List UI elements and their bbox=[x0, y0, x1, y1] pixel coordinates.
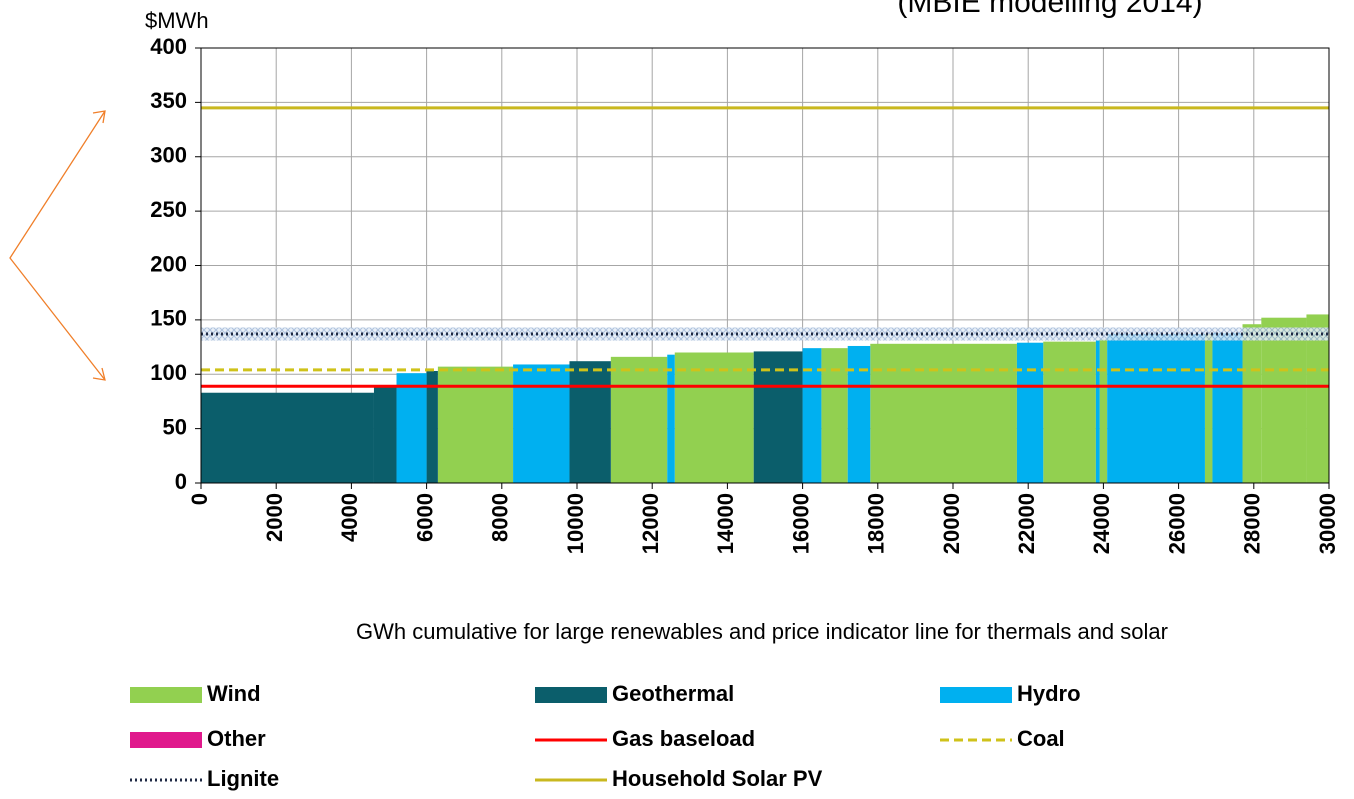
y-tick-label: 200 bbox=[150, 251, 187, 276]
legend-label: Geothermal bbox=[612, 681, 734, 706]
step-bar bbox=[870, 343, 1017, 483]
annotation-arrows bbox=[9, 110, 106, 381]
chart-title: (MBIE modelling 2014) bbox=[897, 0, 1202, 19]
x-tick-label: 4000 bbox=[337, 493, 362, 542]
x-tick-label: 10000 bbox=[563, 493, 588, 554]
legend-label: Hydro bbox=[1017, 681, 1081, 706]
y-tick-label: 100 bbox=[150, 360, 187, 385]
x-tick-label: 16000 bbox=[788, 493, 813, 554]
x-tick-label: 22000 bbox=[1014, 493, 1039, 554]
x-tick-label: 26000 bbox=[1164, 493, 1189, 554]
step-bar bbox=[373, 387, 397, 483]
x-tick-label: 2000 bbox=[262, 493, 287, 542]
step-bar bbox=[1204, 334, 1213, 483]
step-bar bbox=[1043, 341, 1096, 483]
x-tick-label: 18000 bbox=[864, 493, 889, 554]
x-axis-label: GWh cumulative for large renewables and … bbox=[356, 619, 1168, 644]
step-bar bbox=[569, 361, 611, 483]
y-tick-label: 250 bbox=[150, 197, 187, 222]
y-tick-label: 150 bbox=[150, 306, 187, 331]
x-tick-label: 6000 bbox=[412, 493, 437, 542]
step-bar bbox=[1095, 340, 1100, 483]
legend-label: Lignite bbox=[207, 766, 279, 791]
legend-label: Household Solar PV bbox=[612, 766, 823, 791]
step-bar bbox=[667, 354, 675, 483]
step-bar bbox=[847, 345, 871, 483]
x-tick-label: 24000 bbox=[1089, 493, 1114, 554]
legend-swatch bbox=[535, 687, 607, 703]
legend-label: Gas baseload bbox=[612, 726, 755, 751]
step-bar bbox=[821, 348, 848, 483]
legend-label: Other bbox=[207, 726, 266, 751]
step-bar bbox=[753, 351, 803, 483]
step-bar bbox=[1107, 334, 1205, 483]
legend-swatch bbox=[130, 732, 202, 748]
step-bar bbox=[513, 364, 570, 483]
legend-label: Wind bbox=[207, 681, 261, 706]
x-tick-label: 20000 bbox=[939, 493, 964, 554]
y-tick-label: 400 bbox=[150, 34, 187, 59]
plot-border bbox=[200, 47, 1330, 484]
step-bar bbox=[610, 356, 668, 483]
step-bar bbox=[674, 352, 754, 483]
y-tick-label: 50 bbox=[163, 414, 187, 439]
step-bar bbox=[1016, 342, 1044, 483]
legend-label: Coal bbox=[1017, 726, 1065, 751]
step-bar bbox=[1242, 324, 1262, 483]
legend-swatch bbox=[130, 687, 202, 703]
y-tick-label: 300 bbox=[150, 143, 187, 168]
step-bar bbox=[437, 366, 514, 483]
legend-swatch bbox=[940, 687, 1012, 703]
price-band bbox=[201, 327, 1329, 341]
x-tick-label: 0 bbox=[187, 493, 212, 505]
step-bar bbox=[426, 370, 438, 483]
x-tick-label: 14000 bbox=[713, 493, 738, 554]
y-tick-label: 350 bbox=[150, 88, 187, 113]
x-tick-label: 8000 bbox=[488, 493, 513, 542]
step-bar bbox=[201, 392, 374, 483]
y-axis-label: $MWh bbox=[145, 8, 209, 33]
step-bar bbox=[1261, 317, 1307, 483]
x-tick-label: 30000 bbox=[1315, 493, 1340, 554]
step-bar bbox=[802, 348, 822, 483]
step-bar bbox=[1099, 339, 1108, 483]
step-bar bbox=[1212, 332, 1243, 483]
y-tick-label: 0 bbox=[175, 469, 187, 494]
step-bar bbox=[396, 373, 427, 483]
x-tick-label: 28000 bbox=[1240, 493, 1265, 554]
x-tick-label: 12000 bbox=[638, 493, 663, 554]
step-bar bbox=[1306, 314, 1329, 483]
